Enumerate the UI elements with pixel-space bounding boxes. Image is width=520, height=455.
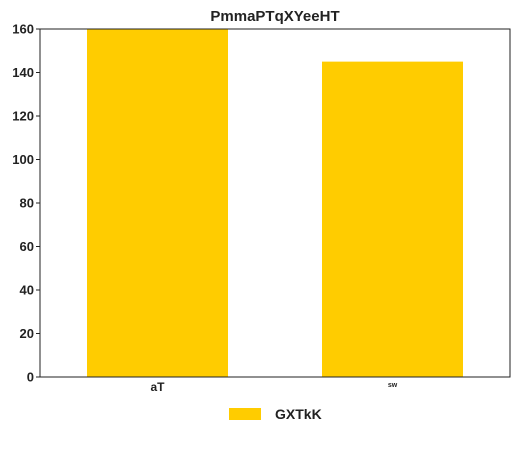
y-tick-label: 40 [20,283,34,298]
bar-aT [87,29,228,377]
legend-label: GXTkK [275,406,322,422]
y-tick-label: 60 [20,239,34,254]
y-tick-label: 80 [20,196,34,211]
chart-title: PmmaPTqXYeeHT [210,8,339,25]
y-tick-label: 160 [12,22,34,37]
x-axis: aT sw [150,380,397,394]
y-tick-label: 0 [27,370,34,385]
y-tick-label: 100 [12,152,34,167]
x-tick-label: sw [388,382,398,389]
bars-group [87,29,463,377]
bar-sw [322,61,463,377]
y-axis: 0 20 40 60 80 100 120 140 160 [12,22,40,385]
y-tick-label: 20 [20,326,34,341]
legend-swatch [229,408,261,420]
legend: GXTkK [229,406,322,422]
y-tick-label: 140 [12,65,34,80]
x-tick-label: aT [150,380,165,394]
y-tick-label: 120 [12,109,34,124]
